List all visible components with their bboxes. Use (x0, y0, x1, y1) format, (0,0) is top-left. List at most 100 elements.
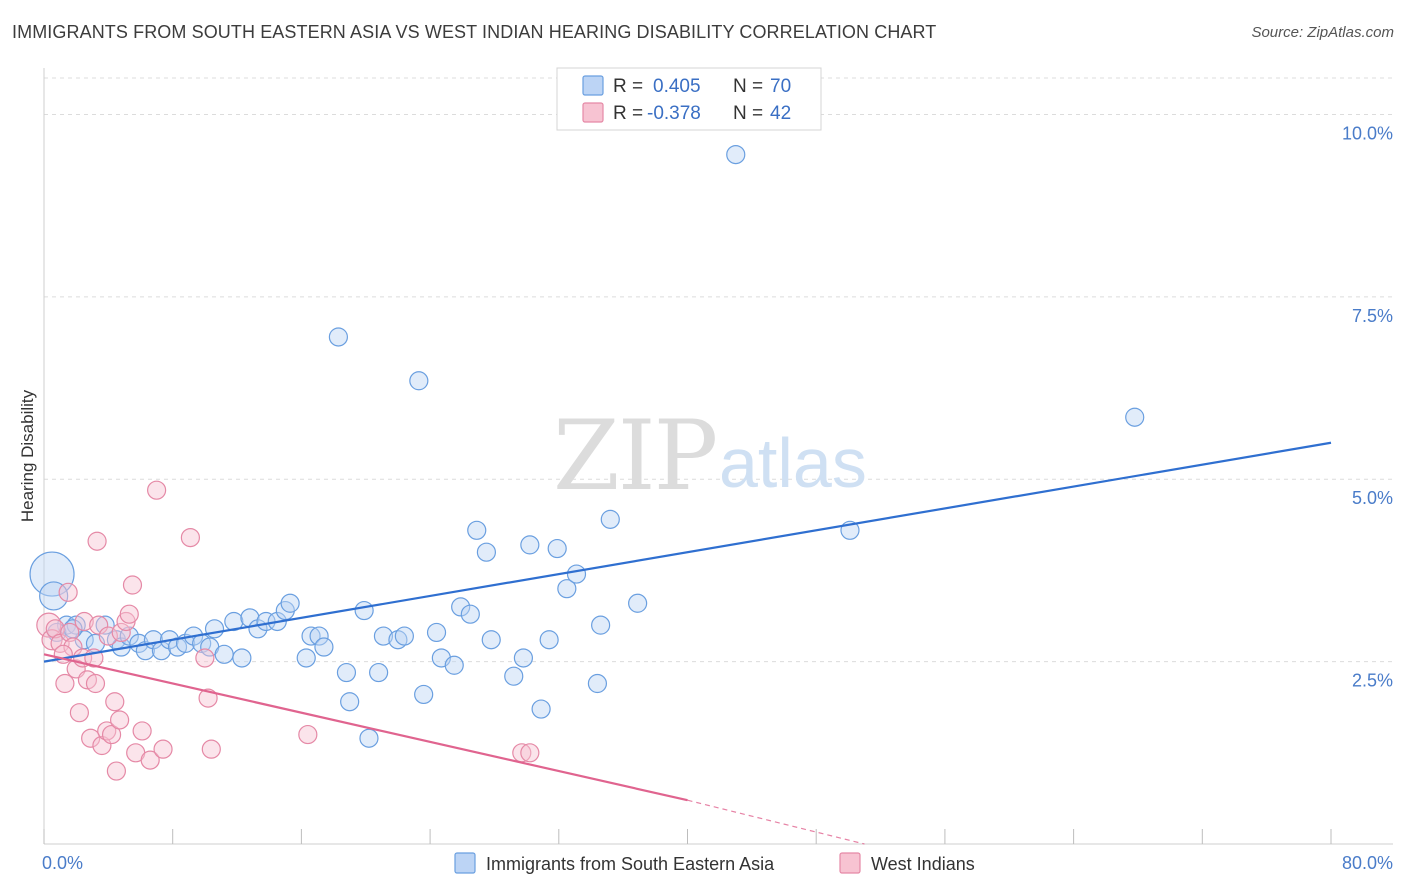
legend-swatch-blue (582, 75, 604, 96)
point-s1-17 (92, 735, 112, 756)
legend-series-label-2: West Indians (871, 854, 975, 874)
point-s0-30 (296, 648, 316, 668)
trend-line-1 (43, 653, 688, 802)
point-s0-29 (280, 593, 300, 613)
point-s1-27 (119, 604, 139, 624)
point-s0-40 (373, 626, 394, 646)
chart-title: IMMIGRANTS FROM SOUTH EASTERN ASIA VS WE… (12, 22, 937, 42)
legend-n-label-2: N = (733, 103, 763, 124)
axes (43, 68, 1393, 845)
point-s0-59 (557, 579, 577, 599)
legend-r-value-1: 0.405 (653, 76, 701, 97)
point-s0-54 (513, 648, 534, 668)
point-s0-23 (232, 648, 252, 668)
point-s1-2 (45, 619, 65, 639)
point-s1-24 (110, 710, 130, 730)
point-s1-23 (106, 761, 126, 781)
y-axis-title: Hearing Disability (18, 389, 37, 522)
point-s0-56 (531, 699, 551, 719)
point-s1-33 (153, 739, 173, 759)
point-s1-6 (60, 622, 80, 643)
point-s0-63 (600, 509, 620, 529)
point-s0-50 (467, 520, 487, 540)
point-s0-61 (587, 673, 608, 694)
point-s1-19 (87, 531, 107, 551)
point-s0-43 (409, 371, 429, 391)
legend-stats: R = 0.405 N = 70 R = -0.378 N = 42 (556, 67, 822, 131)
x-tick-label-0: 0.0% (42, 853, 83, 873)
point-s0-64 (628, 593, 648, 613)
point-s0-37 (354, 600, 374, 621)
point-s0-33 (314, 637, 334, 657)
chart-source: Source: ZipAtlas.com (1251, 24, 1394, 41)
point-s0-52 (481, 630, 501, 650)
point-s0-34 (328, 327, 349, 347)
point-s0-58 (547, 538, 567, 559)
point-s0-47 (444, 655, 464, 675)
legend-series-swatch-blue (454, 852, 476, 874)
point-s0-44 (414, 684, 434, 705)
point-s0-22 (224, 611, 244, 632)
point-s0-6 (95, 615, 115, 635)
point-s0-67 (1125, 407, 1145, 427)
point-s0-51 (476, 542, 497, 562)
x-tick-label-1: 80.0% (1342, 853, 1393, 873)
point-s1-37 (201, 739, 221, 759)
point-s0-48 (451, 597, 471, 617)
watermark: ZIP atlas (553, 400, 867, 512)
point-s0-60 (566, 564, 587, 584)
point-s0-62 (591, 615, 611, 635)
point-s1-4 (55, 673, 75, 694)
watermark-zip: ZIP (553, 400, 716, 512)
point-s1-40 (520, 743, 540, 763)
legend-swatch-pink (582, 102, 604, 123)
legend-n-value-2: 42 (770, 103, 791, 124)
y-tick-label-2: 7.5% (1352, 306, 1393, 326)
point-s0-42 (394, 626, 414, 646)
point-s0-41 (388, 630, 408, 650)
watermark-atlas: atlas (719, 424, 867, 502)
point-s0-32 (309, 626, 329, 646)
point-s1-22 (105, 692, 125, 712)
point-s1-16 (89, 615, 109, 635)
point-s0-55 (520, 535, 540, 555)
legend-r-label-1: R = (613, 76, 643, 97)
point-s1-28 (122, 575, 143, 595)
point-s1-0 (36, 612, 62, 638)
point-s1-5 (58, 582, 78, 602)
legend-r-label-2: R = (613, 103, 643, 124)
point-s1-13 (81, 728, 101, 748)
point-s0-39 (369, 662, 389, 683)
trend-line-dashed-1 (687, 799, 865, 845)
y-tick-labels: 2.5% 5.0% 7.5% 10.0% (1342, 123, 1393, 690)
point-s0-49 (460, 604, 480, 624)
trend-lines (43, 441, 1332, 845)
legend-series-swatch-pink (839, 852, 861, 874)
data-points (29, 145, 1145, 781)
legend-n-value-1: 70 (770, 76, 791, 97)
point-s0-35 (336, 662, 357, 683)
legend-n-label-1: N = (733, 76, 763, 97)
point-s1-21 (101, 724, 122, 745)
point-s0-53 (504, 666, 524, 686)
legend-series: Immigrants from South Eastern Asia West … (454, 852, 975, 874)
point-s1-15 (85, 673, 106, 694)
point-s0-38 (359, 728, 379, 748)
y-tick-label-1: 5.0% (1352, 488, 1393, 508)
point-s0-36 (340, 692, 360, 712)
point-s1-30 (132, 721, 152, 741)
point-s0-20 (204, 619, 225, 639)
legend-r-value-2: -0.378 (647, 103, 701, 124)
point-s1-35 (195, 648, 215, 668)
point-s1-32 (147, 480, 167, 500)
point-s0-21 (214, 644, 234, 664)
point-s0-57 (539, 630, 559, 650)
point-s1-34 (180, 527, 200, 548)
point-s1-31 (140, 750, 160, 770)
legend-series-label-1: Immigrants from South Eastern Asia (486, 854, 775, 874)
y-tick-label-0: 2.5% (1352, 671, 1393, 691)
y-tick-label-3: 10.0% (1342, 123, 1393, 143)
point-s1-25 (111, 622, 131, 643)
point-s0-1 (39, 581, 69, 611)
